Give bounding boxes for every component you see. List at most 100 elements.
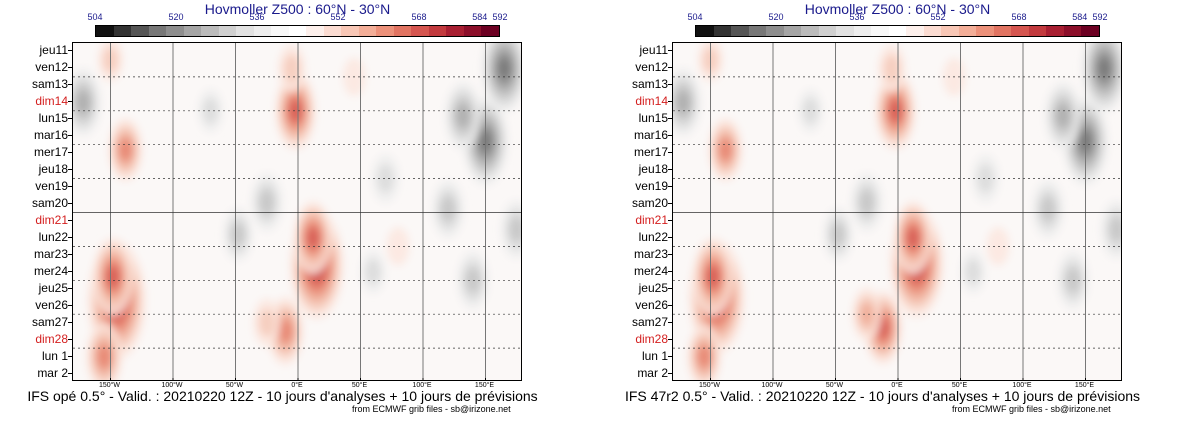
low-anomaly-contour <box>1109 217 1121 242</box>
high-anomaly-contour <box>258 308 275 337</box>
y-tick-mark <box>68 270 72 272</box>
colorbar-tick-label: 584 <box>1072 12 1088 22</box>
y-tick-mark <box>68 152 72 154</box>
x-tick-label: 50°W <box>825 382 844 389</box>
y-tick-label: dim14 <box>35 94 68 109</box>
low-anomaly-contour <box>76 90 90 114</box>
colorbar-swatch <box>766 26 784 36</box>
high-anomaly-contour <box>906 227 920 249</box>
y-tick-mark <box>668 101 672 103</box>
y-tick-label: mar23 <box>33 246 68 261</box>
colorbar-swatch <box>236 26 254 36</box>
colorbar <box>95 25 500 37</box>
colorbar-swatch <box>1081 26 1099 36</box>
y-tick-label: jeu18 <box>638 162 668 177</box>
y-tick-mark <box>668 321 672 323</box>
x-tick-label: 150°W <box>98 382 121 389</box>
y-tick-mark <box>668 270 672 272</box>
y-tick-label: dim28 <box>35 331 68 346</box>
y-tick-mark <box>668 355 672 357</box>
x-tick-label: 50°E <box>951 382 968 389</box>
y-tick-mark <box>68 304 72 306</box>
low-anomaly-contour <box>377 164 394 193</box>
y-tick-mark <box>68 287 72 289</box>
colorbar-tick-label: 520 <box>168 12 184 22</box>
colorbar-swatch <box>131 26 149 36</box>
colorbar-swatch <box>113 26 132 36</box>
y-tick-mark <box>668 253 672 255</box>
y-tick-label: sam13 <box>631 77 668 92</box>
y-tick-label: mar16 <box>33 128 68 143</box>
x-tick-label: 150°E <box>474 382 495 389</box>
y-tick-label: lun22 <box>638 229 668 244</box>
y-tick-mark <box>668 169 672 171</box>
y-tick-label: ven12 <box>35 60 68 75</box>
colorbar-swatch <box>446 26 464 36</box>
colorbar-swatch <box>341 26 359 36</box>
low-anomaly-contour <box>231 223 245 247</box>
low-anomaly-contour <box>1056 104 1070 128</box>
y-tick-label: lun22 <box>38 229 68 244</box>
y-tick-label: ven12 <box>635 60 668 75</box>
chart-title: Hovmoller Z500 : 60°N - 30°N <box>804 1 991 17</box>
high-anomaly-contour <box>706 265 720 288</box>
y-tick-mark <box>68 67 72 69</box>
colorbar-tick-label: 552 <box>330 12 346 22</box>
y-tick-mark <box>668 287 672 289</box>
colorbar-swatch <box>871 26 889 36</box>
high-anomaly-contour <box>883 54 900 83</box>
colorbar-swatch <box>201 26 219 36</box>
high-anomaly-contour <box>278 319 293 343</box>
colorbar-swatch <box>306 26 324 36</box>
high-anomaly-contour <box>289 99 302 122</box>
y-tick-label: mar16 <box>633 128 668 143</box>
y-tick-mark <box>668 304 672 306</box>
low-anomaly-contour <box>977 164 994 193</box>
y-tick-label: mar 2 <box>37 365 68 380</box>
y-tick-mark <box>68 135 72 137</box>
x-tick-label: 100°W <box>161 382 183 389</box>
high-anomaly-contour <box>859 302 874 326</box>
y-tick-mark <box>68 50 72 52</box>
colorbar-swatch <box>183 26 202 36</box>
y-tick-label: mer24 <box>33 263 68 278</box>
colorbar-swatch <box>731 26 749 36</box>
high-anomaly-contour <box>97 345 111 369</box>
low-anomaly-contour <box>509 217 521 242</box>
y-tick-label: lun 1 <box>41 348 68 363</box>
colorbar-swatch <box>836 26 854 36</box>
colorbar-swatch <box>1028 26 1047 36</box>
high-anomaly-contour <box>697 345 711 368</box>
x-tick-label: 100°E <box>1012 382 1032 389</box>
colorbar-swatch <box>166 26 184 36</box>
y-tick-label: dim21 <box>35 212 68 227</box>
y-tick-label: jeu25 <box>38 280 68 295</box>
x-tick-label: 150°E <box>1074 382 1095 389</box>
colorbar-swatch <box>393 26 412 36</box>
y-tick-mark <box>68 203 72 205</box>
colorbar-tick-label: 552 <box>930 12 946 22</box>
y-tick-mark <box>68 101 72 103</box>
y-tick-mark <box>668 135 672 137</box>
colorbar-tick-label: 504 <box>87 12 103 22</box>
colorbar-swatch <box>253 26 272 36</box>
y-tick-mark <box>68 219 72 221</box>
credit-text: from ECMWF grib files - sb@irizone.net <box>952 404 1111 414</box>
y-tick-label: jeu11 <box>39 43 68 58</box>
low-anomaly-contour <box>802 98 819 124</box>
y-tick-mark <box>668 203 672 205</box>
hovmoller-panel-47r2: Hovmoller Z500 : 60°N - 30°N 504 520 536 55… <box>600 0 1200 424</box>
colorbar-swatch <box>358 26 377 36</box>
colorbar-swatch <box>271 26 289 36</box>
colorbar-tick-label: 520 <box>768 12 784 22</box>
y-tick-label: jeu18 <box>38 162 68 177</box>
colorbar-tick-label: 504 <box>687 12 703 22</box>
y-tick-label: jeu11 <box>639 43 668 58</box>
x-tick-label: 150°W <box>698 382 721 389</box>
colorbar-swatch <box>976 26 994 36</box>
colorbar-swatch <box>463 26 482 36</box>
chart-footer: IFS 47r2 0.5° - Valid. : 20210220 12Z - … <box>624 388 1141 404</box>
y-tick-label: lun15 <box>38 111 68 126</box>
x-tick-label: 50°E <box>351 382 368 389</box>
x-tick-label: 50°W <box>225 382 244 389</box>
